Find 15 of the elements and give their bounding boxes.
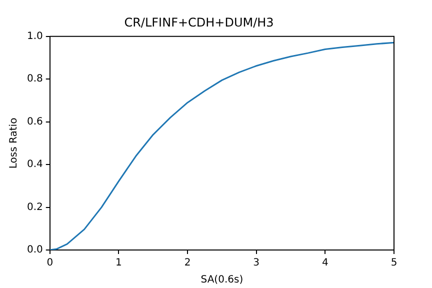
- x-axis-title: SA(0.6s): [200, 274, 244, 286]
- x-tick-label: 1: [116, 258, 122, 269]
- y-tick-label: 0.2: [26, 202, 43, 213]
- chart-title: CR/LFINF+CDH+DUM/H3: [124, 15, 274, 30]
- y-axis-title: Loss Ratio: [8, 118, 20, 169]
- y-tick-label: 0.8: [26, 74, 43, 85]
- x-tick-label: 0: [46, 258, 54, 269]
- x-tick-label: 3: [253, 258, 260, 269]
- y-tick-label: 0.0: [26, 244, 43, 256]
- y-tick-label: 0.6: [26, 116, 43, 128]
- x-tick-label: 5: [390, 258, 398, 269]
- y-tick-label: 1.0: [26, 30, 43, 42]
- y-tick-label: 0.4: [26, 159, 43, 170]
- x-tick-label: 4: [322, 258, 328, 269]
- x-tick-label: 2: [184, 258, 191, 269]
